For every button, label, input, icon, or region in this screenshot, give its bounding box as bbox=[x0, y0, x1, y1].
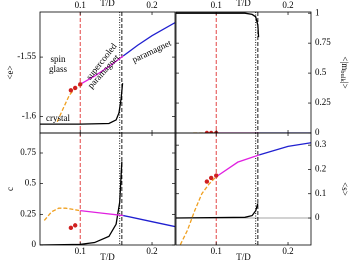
series-line bbox=[40, 161, 123, 245]
y-axis-label-text: c bbox=[5, 187, 15, 191]
y-tick-label: 1 bbox=[315, 7, 320, 17]
y-tick-label: 0.25 bbox=[20, 208, 36, 218]
y-tick-label: 0 bbox=[315, 212, 320, 222]
annotation: spin bbox=[50, 54, 66, 64]
plot-area bbox=[40, 133, 175, 245]
x-tick-label: 0.1 bbox=[211, 246, 222, 256]
data-point bbox=[208, 175, 214, 181]
panel-frame bbox=[175, 132, 312, 246]
series-line bbox=[179, 176, 217, 245]
y-axis-label-end: |> bbox=[340, 82, 350, 89]
x-tick-label: 0.2 bbox=[146, 0, 157, 10]
series-line bbox=[40, 83, 124, 125]
x-axis-label: T/D bbox=[236, 0, 251, 8]
panel-frame bbox=[175, 11, 312, 134]
plot-area bbox=[40, 12, 175, 133]
series-line bbox=[176, 12, 260, 38]
y-tick-label: 0.75 bbox=[315, 37, 331, 47]
y-axis-label: <e> bbox=[5, 65, 15, 79]
y-axis-label: <|mbulk|> bbox=[339, 56, 350, 88]
series-line bbox=[259, 142, 311, 156]
x-tick-label: 0.1 bbox=[75, 0, 86, 10]
y-tick-label: 0.1 bbox=[315, 188, 326, 198]
annotation: paramagnet bbox=[130, 38, 173, 65]
annotation: crystal bbox=[46, 113, 70, 123]
y-tick-label: -1.55 bbox=[17, 51, 36, 61]
y-tick-label: 0.2 bbox=[315, 164, 326, 174]
y-axis-label-text: <s> bbox=[340, 182, 350, 196]
series-line bbox=[122, 22, 175, 57]
y-tick-label: 0.3 bbox=[315, 139, 327, 149]
data-point bbox=[72, 85, 78, 91]
data-point bbox=[68, 88, 74, 93]
data-point bbox=[68, 225, 74, 231]
series-line bbox=[80, 210, 124, 217]
y-tick-label: 0.5 bbox=[25, 178, 37, 188]
x-axis-label: T/D bbox=[100, 252, 115, 262]
y-axis-label: <s> bbox=[340, 182, 350, 196]
x-tick-label: 0.2 bbox=[146, 246, 157, 256]
y-tick-label: 0.5 bbox=[315, 67, 327, 77]
x-axis-label: T/D bbox=[100, 0, 115, 8]
y-tick-label: 0.25 bbox=[315, 97, 331, 107]
plot-area bbox=[176, 133, 311, 245]
y-tick-label: -1.6 bbox=[22, 110, 37, 120]
x-axis-label: T/D bbox=[236, 252, 251, 262]
series-line bbox=[176, 203, 259, 219]
data-point bbox=[208, 130, 214, 133]
x-tick-label: 0.1 bbox=[75, 246, 86, 256]
y-axis-label-text: <e> bbox=[5, 65, 15, 79]
y-tick-label: 0 bbox=[32, 239, 37, 249]
series-line bbox=[123, 214, 175, 228]
panel-frame bbox=[39, 132, 176, 246]
x-tick-label: 0.2 bbox=[282, 0, 293, 10]
data-point bbox=[214, 173, 219, 178]
plot-area bbox=[176, 12, 311, 133]
series-line bbox=[43, 207, 81, 221]
y-tick-label: 0.75 bbox=[20, 147, 36, 157]
annotation: glass bbox=[49, 64, 67, 74]
y-axis-label-sub: bulk bbox=[339, 70, 346, 82]
data-point bbox=[204, 130, 210, 133]
data-point bbox=[78, 82, 83, 87]
y-axis-label: c bbox=[5, 187, 15, 191]
y-tick-label: 0 bbox=[315, 127, 320, 137]
x-tick-label: 0.2 bbox=[282, 246, 293, 256]
series-line bbox=[215, 154, 260, 178]
x-tick-label: 0.1 bbox=[211, 0, 222, 10]
y-axis-label-text: <|m bbox=[340, 56, 350, 70]
data-point bbox=[204, 179, 210, 184]
series-line bbox=[79, 55, 124, 85]
data-point bbox=[72, 223, 78, 228]
